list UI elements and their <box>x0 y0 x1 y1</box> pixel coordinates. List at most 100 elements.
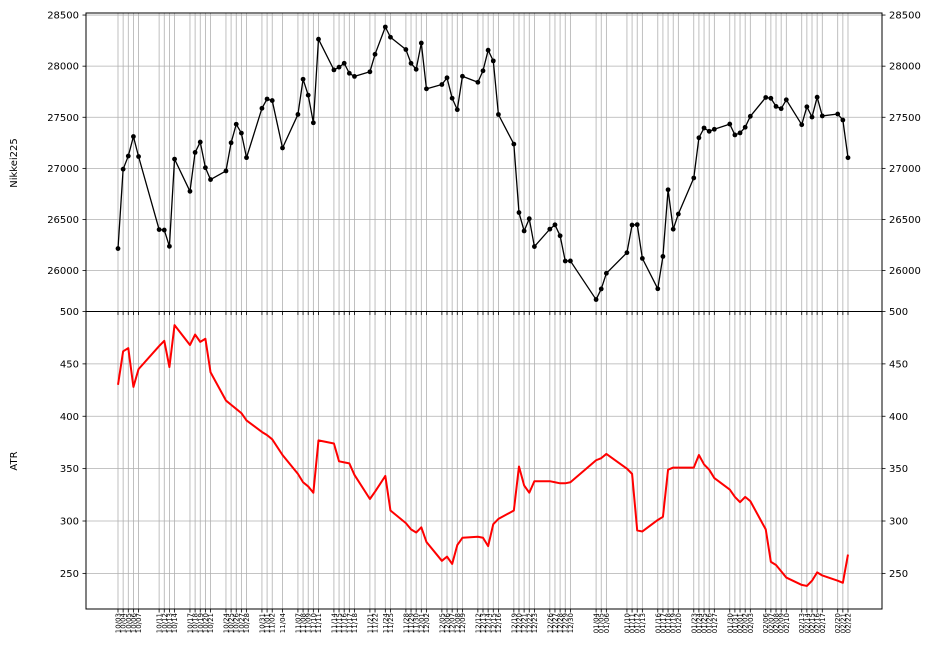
svg-text:02/13: 02/13 <box>798 613 806 633</box>
svg-text:11/16: 11/16 <box>341 612 349 633</box>
svg-text:11/17: 11/17 <box>346 613 354 633</box>
svg-text:12/16: 12/16 <box>495 612 503 633</box>
svg-text:250: 250 <box>60 569 79 580</box>
svg-text:28000: 28000 <box>889 62 921 73</box>
svg-text:27500: 27500 <box>889 113 921 124</box>
svg-text:01/24: 01/24 <box>695 612 703 633</box>
svg-text:11/21: 11/21 <box>366 613 374 633</box>
svg-text:01/25: 01/25 <box>701 613 709 633</box>
svg-text:01/13: 01/13 <box>639 613 647 633</box>
svg-text:02/08: 02/08 <box>773 613 781 633</box>
svg-text:12/08: 12/08 <box>454 613 462 633</box>
svg-text:01/16: 01/16 <box>654 612 662 633</box>
svg-text:01/18: 01/18 <box>665 613 673 633</box>
svg-text:400: 400 <box>60 412 79 423</box>
svg-text:300: 300 <box>60 517 79 528</box>
svg-text:12/15: 12/15 <box>490 613 498 633</box>
svg-text:10/28: 10/28 <box>243 613 251 633</box>
svg-text:12/06: 12/06 <box>444 612 452 633</box>
bottom-panel-ylabel: ATR <box>9 451 20 470</box>
svg-text:11/09: 11/09 <box>305 613 313 633</box>
svg-text:10/18: 10/18 <box>192 613 200 633</box>
nikkei-line <box>115 24 851 302</box>
svg-text:10/25: 10/25 <box>228 613 236 633</box>
svg-text:11/07: 11/07 <box>294 613 302 633</box>
svg-text:10/12: 10/12 <box>161 613 169 633</box>
svg-text:10/13: 10/13 <box>166 613 174 633</box>
svg-text:26000: 26000 <box>47 266 79 277</box>
svg-text:12/26: 12/26 <box>546 612 554 633</box>
svg-text:400: 400 <box>889 412 908 423</box>
svg-text:01/05: 01/05 <box>598 613 606 633</box>
axis-ticks <box>82 14 886 613</box>
svg-text:10/27: 10/27 <box>238 613 246 633</box>
svg-text:02/09: 02/09 <box>778 613 786 633</box>
svg-text:10/04: 10/04 <box>120 612 128 633</box>
svg-text:02/07: 02/07 <box>767 613 775 633</box>
svg-text:27000: 27000 <box>47 164 79 175</box>
svg-text:12/30: 12/30 <box>567 613 575 633</box>
svg-text:11/15: 11/15 <box>336 613 344 633</box>
svg-text:01/04: 01/04 <box>593 612 601 633</box>
svg-text:02/22: 02/22 <box>844 613 852 633</box>
top-panel-ylabel: Nikkei225 <box>9 138 20 188</box>
svg-text:12/02: 12/02 <box>423 613 431 633</box>
svg-text:12/05: 12/05 <box>438 613 446 633</box>
y-tick-labels-left: 26000 26500 27000 27500 28000 28500 250 300 350 4… <box>47 11 79 580</box>
svg-text:300: 300 <box>889 517 908 528</box>
axes-spines <box>85 12 883 610</box>
svg-text:02/03: 02/03 <box>747 613 755 633</box>
svg-text:450: 450 <box>889 359 908 370</box>
svg-text:02/17: 02/17 <box>819 613 827 633</box>
svg-text:27500: 27500 <box>47 113 79 124</box>
svg-text:02/01: 02/01 <box>737 613 745 633</box>
svg-text:02/20: 02/20 <box>834 613 842 633</box>
svg-text:10/11: 10/11 <box>156 613 164 633</box>
svg-text:28000: 28000 <box>47 62 79 73</box>
svg-text:11/04: 11/04 <box>279 612 287 633</box>
atr-line <box>117 324 849 587</box>
svg-text:02/06: 02/06 <box>762 612 770 633</box>
svg-text:02/02: 02/02 <box>742 613 750 633</box>
svg-text:01/17: 01/17 <box>659 613 667 633</box>
svg-text:12/23: 12/23 <box>531 613 539 633</box>
svg-text:02/16: 02/16 <box>814 612 822 633</box>
svg-text:12/07: 12/07 <box>449 613 457 633</box>
gridlines <box>86 13 882 609</box>
svg-text:12/12: 12/12 <box>474 613 482 633</box>
svg-text:27000: 27000 <box>889 164 921 175</box>
svg-text:11/24: 11/24 <box>382 612 390 633</box>
svg-text:01/20: 01/20 <box>675 613 683 633</box>
svg-text:02/15: 02/15 <box>809 613 817 633</box>
svg-text:12/22: 12/22 <box>526 613 534 633</box>
svg-text:12/29: 12/29 <box>562 613 570 633</box>
svg-text:11/30: 11/30 <box>413 613 421 633</box>
svg-text:11/14: 11/14 <box>330 612 338 633</box>
svg-text:01/11: 01/11 <box>629 613 637 633</box>
svg-text:12/27: 12/27 <box>551 613 559 633</box>
svg-text:26000: 26000 <box>889 266 921 277</box>
svg-text:10/21: 10/21 <box>207 613 215 633</box>
svg-text:10/20: 10/20 <box>202 613 210 633</box>
svg-text:01/27: 01/27 <box>711 613 719 633</box>
svg-text:12/19: 12/19 <box>510 613 518 633</box>
svg-text:02/21: 02/21 <box>839 613 847 633</box>
svg-text:11/22: 11/22 <box>372 613 380 633</box>
svg-text:26500: 26500 <box>889 215 921 226</box>
svg-text:01/19: 01/19 <box>670 613 678 633</box>
svg-text:28500: 28500 <box>47 11 79 22</box>
svg-text:11/02: 11/02 <box>269 613 277 633</box>
svg-text:450: 450 <box>60 359 79 370</box>
svg-text:10/19: 10/19 <box>197 613 205 633</box>
svg-text:11/11: 11/11 <box>315 613 323 633</box>
svg-text:10/14: 10/14 <box>171 612 179 633</box>
svg-text:01/12: 01/12 <box>634 613 642 633</box>
svg-text:10/17: 10/17 <box>186 613 194 633</box>
svg-text:12/28: 12/28 <box>557 613 565 633</box>
svg-text:10/03: 10/03 <box>115 613 123 633</box>
svg-text:01/23: 01/23 <box>690 613 698 633</box>
svg-text:12/09: 12/09 <box>459 613 467 633</box>
